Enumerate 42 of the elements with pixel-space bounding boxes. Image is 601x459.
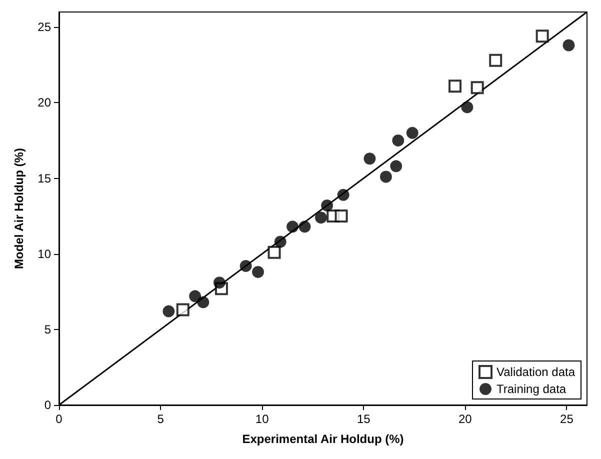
point [364,152,376,165]
point [406,126,418,139]
point [286,220,299,233]
x-tick-label: 10 [255,412,270,426]
point [392,134,404,146]
x-axis-title: Experimental Air Holdup (%) [242,432,404,446]
y-tick-label: 15 [38,171,52,186]
x-tick-label: 15 [356,412,371,426]
point [448,80,462,93]
point [321,199,334,212]
point [162,305,175,318]
point [461,101,474,114]
point [337,188,350,201]
legend-label: Validation data [496,365,576,379]
x-tick-label: 5 [157,412,164,426]
point [298,220,311,233]
y-tick-label: 5 [44,322,52,336]
point [189,290,202,302]
point [176,303,190,316]
point [380,170,392,183]
point [489,54,502,67]
point [390,160,402,172]
y-tick-label: 0 [44,398,52,412]
point [240,260,252,272]
y-tick-label: 10 [38,246,52,261]
legend-label: Training data [496,382,566,396]
point [334,210,348,223]
y-tick-label: 25 [38,20,52,34]
point [274,236,286,248]
point [314,212,327,224]
x-tick-label: 20 [458,412,472,426]
point [536,30,549,43]
y-axis-title: Model Air Holdup (%) [12,148,26,269]
point [268,246,281,259]
x-tick-label: 0 [56,412,63,426]
point [562,39,575,52]
point [213,276,226,289]
y-tick-label: 20 [38,96,52,110]
point [197,296,210,308]
x-tick-label: 25 [560,412,574,426]
point [252,266,264,278]
point [470,81,484,94]
